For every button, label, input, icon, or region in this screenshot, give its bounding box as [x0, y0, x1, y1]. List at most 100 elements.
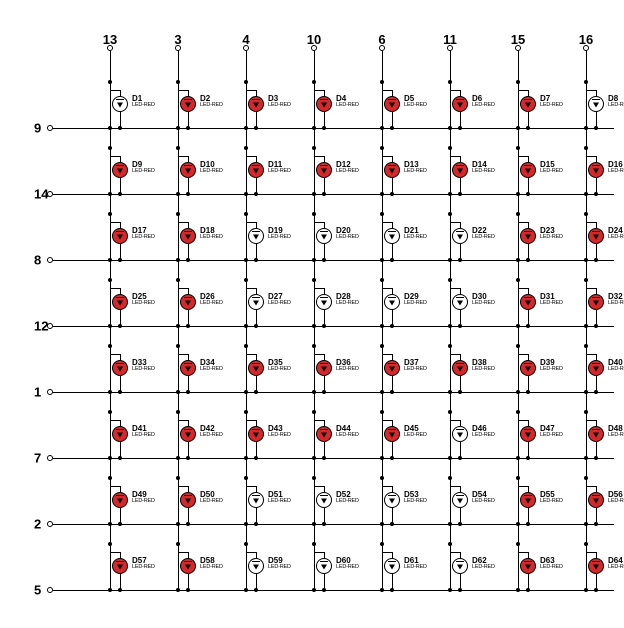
led-part: LED-RED: [404, 499, 427, 505]
junction-dot: [584, 410, 588, 414]
led-part: LED-RED: [472, 565, 495, 571]
junction-dot: [322, 126, 326, 130]
wire: [382, 354, 392, 355]
wire: [382, 552, 392, 553]
junction-dot: [584, 126, 588, 130]
wire: [246, 486, 256, 487]
led-part: LED-RED: [200, 103, 223, 109]
led-icon: [180, 294, 196, 310]
led-icon: [248, 360, 264, 376]
wire: [178, 90, 188, 91]
junction-dot: [390, 126, 394, 130]
junction-dot: [244, 146, 248, 150]
junction-dot: [448, 146, 452, 150]
wire: [178, 420, 188, 421]
led-icon: [452, 294, 468, 310]
junction-dot: [254, 258, 258, 262]
led-part: LED-RED: [132, 301, 155, 307]
led-icon: [248, 426, 264, 442]
junction-dot: [516, 390, 520, 394]
led-icon: [316, 360, 332, 376]
led-icon: [180, 162, 196, 178]
led-part: LED-RED: [540, 235, 563, 241]
led-icon: [520, 426, 536, 442]
junction-dot: [108, 324, 112, 328]
led-icon: [384, 360, 400, 376]
led-label-group: D40LED-RED: [608, 359, 624, 373]
junction-dot: [118, 588, 122, 592]
junction-dot: [448, 456, 452, 460]
wire: [518, 354, 528, 355]
junction-dot: [448, 390, 452, 394]
led-part: LED-RED: [472, 103, 495, 109]
led-part: LED-RED: [608, 169, 624, 175]
wire: [586, 288, 596, 289]
junction-dot: [176, 126, 180, 130]
led-part: LED-RED: [608, 301, 624, 307]
junction-dot: [516, 588, 520, 592]
wire: [518, 420, 528, 421]
led-part: LED-RED: [404, 433, 427, 439]
wire: [382, 90, 392, 91]
wire: [382, 486, 392, 487]
junction-dot: [312, 542, 316, 546]
led-label-group: D14LED-RED: [472, 161, 495, 175]
led-label-group: D56LED-RED: [608, 491, 624, 505]
wire: [450, 222, 460, 223]
led-icon: [384, 558, 400, 574]
led-label-group: D50LED-RED: [200, 491, 223, 505]
junction-dot: [526, 522, 530, 526]
junction-dot: [254, 126, 258, 130]
junction-dot: [244, 126, 248, 130]
led-part: LED-RED: [608, 103, 624, 109]
junction-dot: [594, 126, 598, 130]
led-part: LED-RED: [404, 367, 427, 373]
wire: [246, 354, 256, 355]
led-label-group: D62LED-RED: [472, 557, 495, 571]
junction-dot: [322, 390, 326, 394]
led-part: LED-RED: [540, 169, 563, 175]
junction-dot: [244, 80, 248, 84]
junction-dot: [176, 522, 180, 526]
row-label: 9: [34, 121, 41, 136]
led-icon: [588, 96, 604, 112]
led-label-group: D35LED-RED: [268, 359, 291, 373]
junction-dot: [594, 456, 598, 460]
junction-dot: [516, 80, 520, 84]
led-label-group: D2LED-RED: [200, 95, 223, 109]
led-icon: [316, 426, 332, 442]
junction-dot: [380, 80, 384, 84]
junction-dot: [380, 542, 384, 546]
led-part: LED-RED: [472, 367, 495, 373]
junction-dot: [118, 192, 122, 196]
led-icon: [588, 228, 604, 244]
led-label-group: D31LED-RED: [540, 293, 563, 307]
junction-dot: [458, 192, 462, 196]
led-icon: [180, 96, 196, 112]
led-part: LED-RED: [268, 499, 291, 505]
led-part: LED-RED: [540, 565, 563, 571]
wire: [450, 156, 460, 157]
junction-dot: [186, 192, 190, 196]
led-icon: [520, 294, 536, 310]
led-part: LED-RED: [268, 565, 291, 571]
junction-dot: [458, 456, 462, 460]
wire: [110, 288, 120, 289]
junction-dot: [526, 324, 530, 328]
junction-dot: [516, 476, 520, 480]
junction-dot: [458, 258, 462, 262]
junction-dot: [244, 456, 248, 460]
led-icon: [588, 360, 604, 376]
junction-dot: [516, 456, 520, 460]
junction-dot: [176, 278, 180, 282]
wire: [246, 90, 256, 91]
led-label-group: D5LED-RED: [404, 95, 427, 109]
junction-dot: [244, 324, 248, 328]
led-label-group: D28LED-RED: [336, 293, 359, 307]
junction-dot: [312, 126, 316, 130]
junction-dot: [390, 258, 394, 262]
led-label-group: D6LED-RED: [472, 95, 495, 109]
junction-dot: [322, 588, 326, 592]
led-part: LED-RED: [540, 301, 563, 307]
junction-dot: [380, 324, 384, 328]
